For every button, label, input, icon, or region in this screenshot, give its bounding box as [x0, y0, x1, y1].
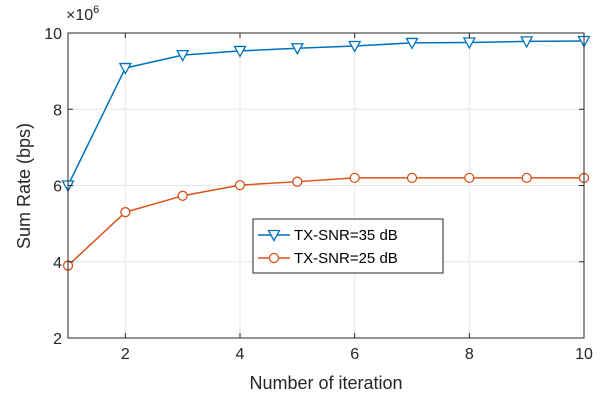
y-exponent-label: ×106: [66, 4, 99, 24]
x-tick-label: 10: [575, 346, 593, 363]
data-point-1: [120, 207, 131, 218]
data-point-0: [233, 45, 247, 58]
legend-label-snr-25: TX-SNR=25 dB: [294, 250, 398, 267]
data-point-1: [464, 172, 475, 184]
axis-ticks: 2 4 6 8 10 2 4 6 8 10: [44, 26, 593, 363]
y-tick-label: 2: [53, 331, 62, 348]
data-point-0: [462, 37, 476, 50]
legend-box: [252, 218, 444, 274]
data-point-0: [118, 62, 132, 75]
data-point-1: [521, 172, 532, 184]
legend-item-snr-35: TX-SNR=35 dB: [258, 227, 398, 244]
y-tick-label: 4: [53, 255, 62, 272]
y-axis-label: Sum Rate (bps): [14, 123, 34, 249]
legend-label-snr-35: TX-SNR=35 dB: [294, 227, 398, 244]
series-line-0: [67, 40, 585, 186]
data-point-0: [176, 49, 190, 62]
data-point-0: [290, 43, 304, 56]
y-tick-label: 8: [53, 102, 62, 119]
data-point-1: [292, 176, 303, 187]
series-line-1: [67, 177, 584, 267]
y-tick-label: 6: [53, 179, 62, 196]
data-point-1: [406, 172, 418, 184]
x-axis-label: Number of iteration: [249, 373, 402, 393]
data-point-0: [348, 40, 362, 53]
legend-marker-snr-35: [267, 229, 281, 242]
legend: TX-SNR=35 dB TX-SNR=25 dB: [252, 218, 444, 274]
data-point-0: [520, 36, 534, 49]
legend-marker-snr-25: [268, 252, 280, 264]
y-tick-label: 10: [44, 26, 62, 43]
x-tick-label: 8: [465, 346, 474, 363]
data-point-0: [405, 37, 419, 50]
legend-item-snr-25: TX-SNR=25 dB: [258, 250, 398, 267]
x-tick-label: 4: [236, 346, 245, 363]
data-point-1: [234, 179, 246, 191]
data-point-1: [177, 190, 188, 201]
data-point-1: [349, 172, 360, 184]
x-tick-label: 2: [121, 346, 130, 363]
x-tick-label: 6: [350, 346, 359, 363]
